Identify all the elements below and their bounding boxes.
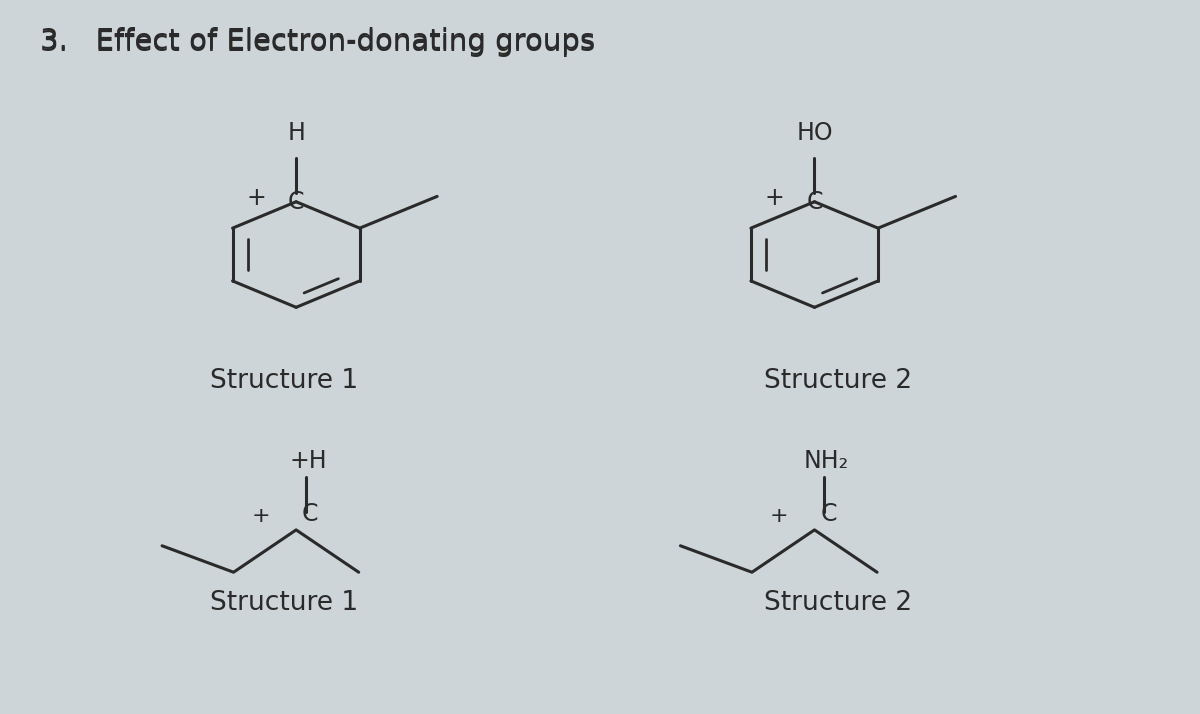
Text: +: + bbox=[251, 506, 270, 526]
Text: HO: HO bbox=[796, 121, 833, 146]
Text: C: C bbox=[821, 503, 836, 526]
Text: C: C bbox=[288, 190, 305, 213]
Text: Structure 1: Structure 1 bbox=[210, 590, 359, 616]
Text: Structure 2: Structure 2 bbox=[764, 368, 912, 393]
Text: Structure 1: Structure 1 bbox=[210, 368, 359, 393]
Text: Structure 2: Structure 2 bbox=[764, 590, 912, 616]
Text: +H: +H bbox=[289, 449, 326, 473]
Text: 3.   Effect of Electron-donating groups: 3. Effect of Electron-donating groups bbox=[40, 26, 595, 55]
Text: H: H bbox=[287, 121, 305, 146]
Text: NH₂: NH₂ bbox=[804, 449, 848, 473]
Text: +: + bbox=[246, 186, 266, 210]
Text: +: + bbox=[769, 506, 788, 526]
Text: +: + bbox=[764, 186, 785, 210]
Text: C: C bbox=[806, 190, 823, 213]
Text: 3.   Effect of Electron-donating groups: 3. Effect of Electron-donating groups bbox=[40, 29, 595, 57]
Text: C: C bbox=[302, 503, 318, 526]
